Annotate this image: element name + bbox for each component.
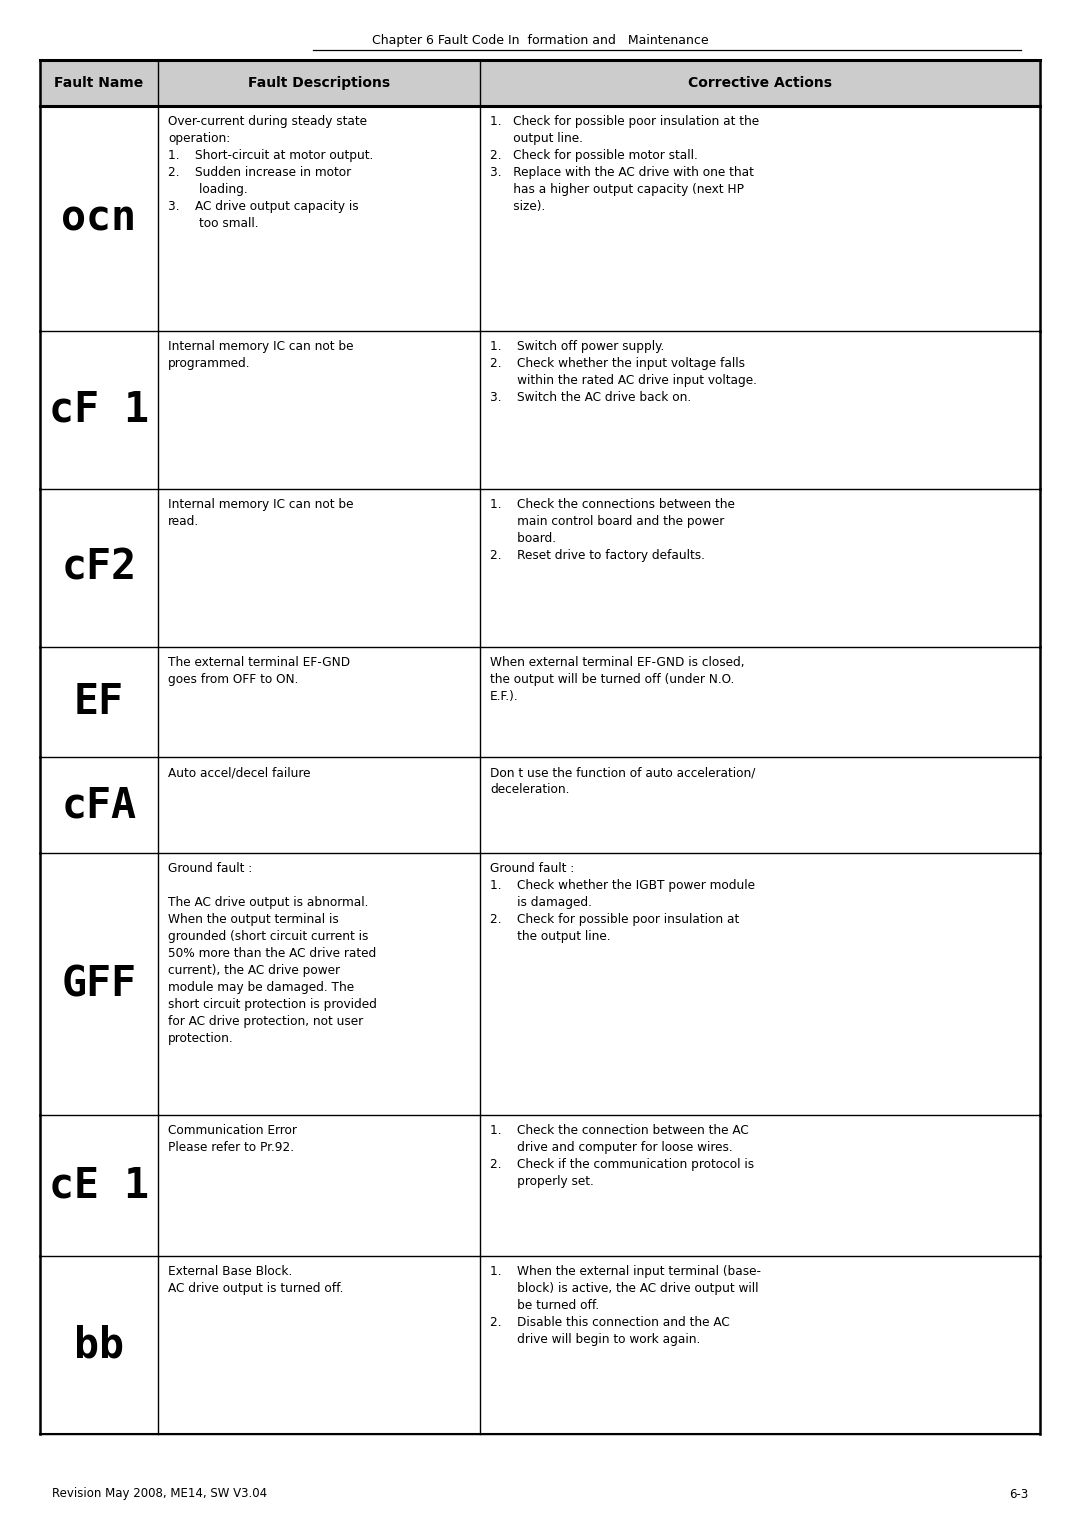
Text: 1.    Check the connections between the
       main control board and the power
: 1. Check the connections between the mai… bbox=[490, 499, 734, 561]
Text: EF: EF bbox=[73, 681, 124, 723]
Text: 1.    Check the connection between the AC
       drive and computer for loose wi: 1. Check the connection between the AC d… bbox=[490, 1124, 754, 1187]
Text: cFA: cFA bbox=[62, 784, 136, 827]
Bar bbox=[40, 489, 1040, 647]
Text: Fault Descriptions: Fault Descriptions bbox=[248, 77, 390, 91]
Bar bbox=[40, 647, 1040, 758]
Text: Corrective Actions: Corrective Actions bbox=[688, 77, 832, 91]
Text: Fault Name: Fault Name bbox=[54, 77, 144, 91]
Text: Communication Error
Please refer to Pr.92.: Communication Error Please refer to Pr.9… bbox=[168, 1124, 297, 1154]
Text: Internal memory IC can not be
read.: Internal memory IC can not be read. bbox=[168, 499, 353, 528]
Text: bb: bb bbox=[73, 1324, 124, 1365]
Text: The external terminal EF-GND
goes from OFF to ON.: The external terminal EF-GND goes from O… bbox=[168, 655, 350, 686]
Bar bbox=[40, 106, 1040, 331]
Bar bbox=[40, 853, 1040, 1115]
Text: cF 1: cF 1 bbox=[49, 390, 149, 431]
Text: 1.    When the external input terminal (base-
       block) is active, the AC dr: 1. When the external input terminal (bas… bbox=[490, 1266, 761, 1345]
Bar bbox=[40, 758, 1040, 853]
Text: External Base Block.
AC drive output is turned off.: External Base Block. AC drive output is … bbox=[168, 1266, 343, 1295]
Bar bbox=[40, 60, 1040, 106]
Text: Ground fault :

The AC drive output is abnormal.
When the output terminal is
gro: Ground fault : The AC drive output is ab… bbox=[168, 862, 377, 1045]
Text: Revision May 2008, ME14, SW V3.04: Revision May 2008, ME14, SW V3.04 bbox=[52, 1488, 267, 1500]
Text: cE 1: cE 1 bbox=[49, 1164, 149, 1207]
Text: GFF: GFF bbox=[62, 963, 136, 1005]
Text: Ground fault :
1.    Check whether the IGBT power module
       is damaged.
2.  : Ground fault : 1. Check whether the IGBT… bbox=[490, 862, 755, 943]
Text: ocn: ocn bbox=[62, 198, 136, 239]
Text: Auto accel/decel failure: Auto accel/decel failure bbox=[168, 767, 310, 779]
Text: 1.   Check for possible poor insulation at the
      output line.
2.   Check for: 1. Check for possible poor insulation at… bbox=[490, 115, 759, 213]
Text: 6-3: 6-3 bbox=[1009, 1488, 1028, 1500]
Text: 1.    Switch off power supply.
2.    Check whether the input voltage falls
     : 1. Switch off power supply. 2. Check whe… bbox=[490, 341, 757, 403]
Bar bbox=[40, 1256, 1040, 1434]
Text: Internal memory IC can not be
programmed.: Internal memory IC can not be programmed… bbox=[168, 341, 353, 370]
Text: When external terminal EF-GND is closed,
the output will be turned off (under N.: When external terminal EF-GND is closed,… bbox=[490, 655, 744, 703]
Text: cF2: cF2 bbox=[62, 546, 136, 589]
Text: Don t use the function of auto acceleration/
deceleration.: Don t use the function of auto accelerat… bbox=[490, 767, 755, 796]
Text: Over-current during steady state
operation:
1.    Short-circuit at motor output.: Over-current during steady state operati… bbox=[168, 115, 374, 230]
Bar bbox=[40, 1115, 1040, 1256]
Bar bbox=[40, 331, 1040, 489]
Text: Chapter 6 Fault Code In  formation and   Maintenance: Chapter 6 Fault Code In formation and Ma… bbox=[372, 34, 708, 48]
